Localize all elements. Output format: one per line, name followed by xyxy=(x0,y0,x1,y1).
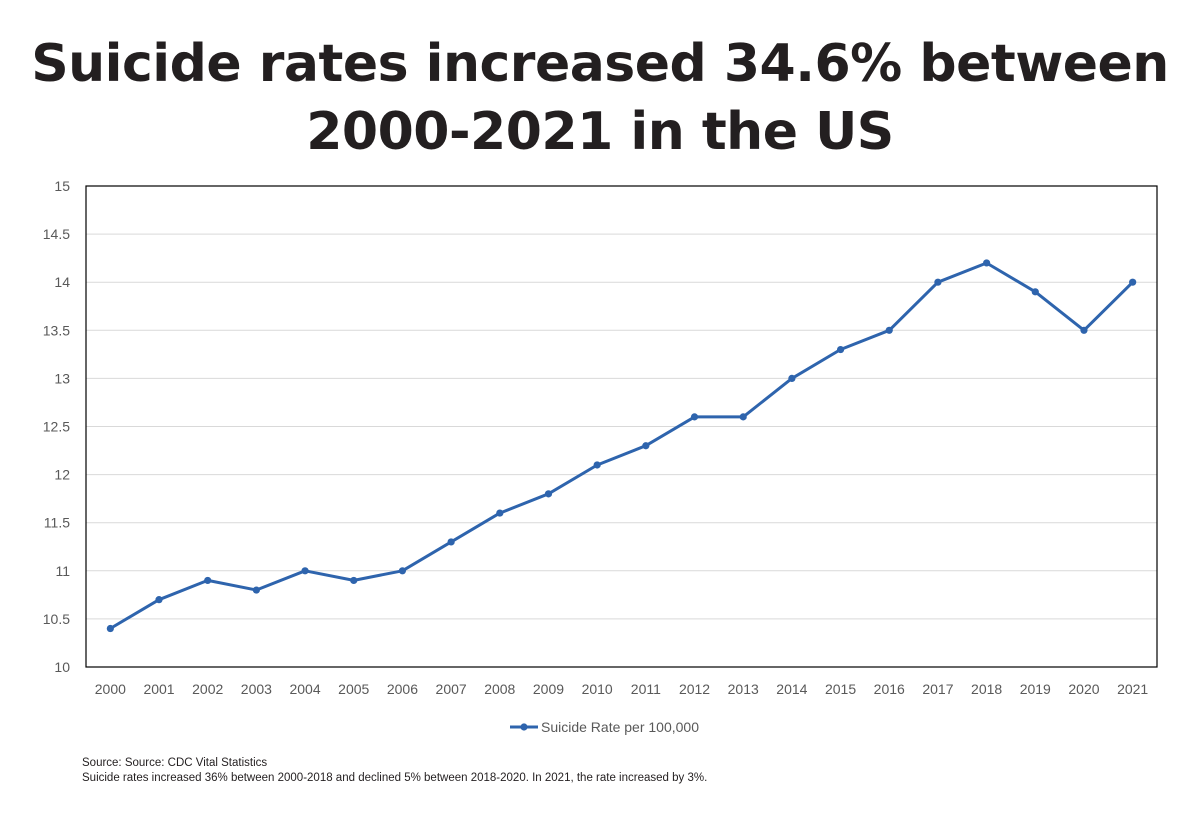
data-point xyxy=(447,538,455,546)
chart-title-line-2: 2000-2021 in the US xyxy=(306,102,894,162)
x-tick-label: 2001 xyxy=(143,681,174,697)
data-point xyxy=(690,413,699,421)
y-tick-label: 12 xyxy=(54,467,70,483)
summary-note: Suicide rates increased 36% between 2000… xyxy=(82,772,708,784)
series-line xyxy=(108,261,1135,630)
y-tick-label: 10 xyxy=(54,659,70,675)
data-point xyxy=(350,576,358,585)
chart-title: Suicide rates increased 34.6% between 20… xyxy=(0,30,1200,166)
x-tick-label: 2009 xyxy=(533,681,564,697)
x-tick-label: 2013 xyxy=(728,681,759,697)
x-tick-label: 2005 xyxy=(338,681,369,697)
y-tick-label: 15 xyxy=(54,178,70,194)
data-point xyxy=(885,326,893,334)
y-tick-label: 12.5 xyxy=(43,419,70,435)
data-point xyxy=(1031,288,1039,296)
data-point xyxy=(301,567,309,575)
data-point xyxy=(398,567,407,575)
x-tick-label: 2017 xyxy=(922,681,953,697)
data-point xyxy=(642,442,650,450)
x-tick-label: 2007 xyxy=(436,681,467,697)
data-point xyxy=(739,413,747,421)
data-point xyxy=(204,576,212,585)
x-tick-label: 2019 xyxy=(1020,681,1051,697)
y-tick-label: 10.5 xyxy=(43,611,70,627)
data-point xyxy=(106,624,114,633)
data-point xyxy=(155,596,163,604)
x-tick-label: 2003 xyxy=(241,681,272,697)
x-tick-label: 2014 xyxy=(776,681,807,697)
y-tick-label: 14.5 xyxy=(43,226,70,242)
x-tick-label: 2006 xyxy=(387,681,418,697)
legend-label: Suicide Rate per 100,000 xyxy=(541,719,699,735)
x-tick-label: 2000 xyxy=(95,681,126,697)
data-point xyxy=(934,278,942,286)
plot-frame xyxy=(85,185,1158,668)
data-point xyxy=(593,461,601,469)
y-tick-label: 13.5 xyxy=(43,322,70,338)
data-point xyxy=(1129,278,1137,286)
data-point xyxy=(496,509,504,517)
data-point xyxy=(1080,326,1088,334)
data-point xyxy=(983,259,991,267)
x-tick-label: 2018 xyxy=(971,681,1002,697)
y-tick-label: 13 xyxy=(54,370,70,386)
data-point xyxy=(252,586,260,594)
data-point xyxy=(836,345,845,354)
x-tick-label: 2002 xyxy=(192,681,223,697)
x-tick-label: 2008 xyxy=(484,681,515,697)
x-tick-label: 2021 xyxy=(1117,681,1148,697)
x-tick-label: 2020 xyxy=(1068,681,1099,697)
y-tick-label: 14 xyxy=(54,274,70,290)
y-tick-label: 11.5 xyxy=(44,515,70,531)
data-point xyxy=(544,490,553,498)
x-tick-label: 2010 xyxy=(582,681,613,697)
y-tick-label: 11 xyxy=(55,563,70,579)
legend-marker xyxy=(520,723,528,731)
data-point xyxy=(788,374,796,382)
source-note: Source: Source: CDC Vital Statistics xyxy=(82,757,268,769)
x-tick-label: 2012 xyxy=(679,681,710,697)
x-tick-label: 2015 xyxy=(825,681,856,697)
chart-title-line-1: Suicide rates increased 34.6% between xyxy=(31,34,1169,94)
x-tick-label: 2016 xyxy=(874,681,905,697)
x-tick-label: 2011 xyxy=(631,681,661,697)
x-tick-label: 2004 xyxy=(289,681,320,697)
